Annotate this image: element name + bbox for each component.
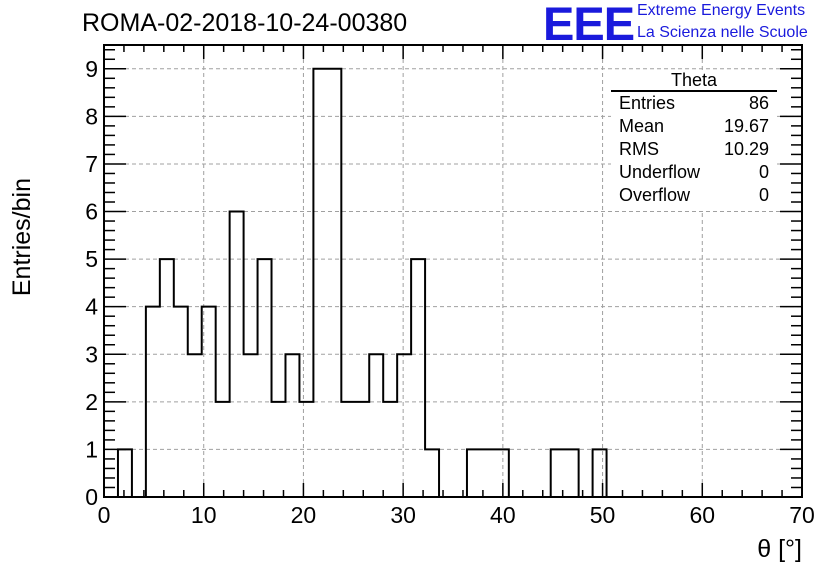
run-title: ROMA-02-2018-10-24-00380	[82, 9, 408, 37]
stats-key: RMS	[619, 139, 659, 159]
stats-value: 86	[748, 93, 769, 113]
x-tick-label: 20	[291, 502, 317, 528]
x-axis-label: θ [°]	[757, 535, 802, 563]
stats-title: Theta	[611, 70, 777, 92]
x-tick-label: 60	[689, 502, 715, 528]
y-axis-label: Entries/bin	[8, 178, 36, 296]
axis-ticks	[103, 45, 803, 498]
y-tick-label: 6	[85, 199, 98, 225]
y-tick-label: 4	[85, 294, 98, 320]
x-tick-label: 30	[390, 502, 416, 528]
y-tick-label: 0	[85, 484, 98, 510]
eee-logo: EEE	[543, 0, 635, 50]
stats-box: Theta Entries 86 Mean 19.67 RMS 10.29 Un…	[611, 70, 777, 210]
y-tick-label: 3	[85, 341, 98, 367]
x-tick-label: 10	[191, 502, 217, 528]
stats-row-overflow: Overflow 0	[611, 184, 777, 207]
y-tick-label: 9	[85, 56, 98, 82]
stats-row-mean: Mean 19.67	[611, 115, 777, 138]
stats-value: 19.67	[723, 116, 769, 136]
stats-key: Overflow	[619, 185, 691, 205]
x-tick-label: 70	[789, 502, 815, 528]
y-tick-label: 2	[85, 389, 98, 415]
histogram-outline	[104, 67, 621, 498]
stats-row-entries: Entries 86	[611, 92, 777, 115]
logo-subtitle-line2: La Scienza nelle Scuole	[637, 24, 808, 41]
stats-row-underflow: Underflow 0	[611, 161, 777, 184]
plot-frame-rect	[103, 44, 803, 498]
logo-subtitle-line1: Extreme Energy Events	[637, 2, 806, 19]
y-tick-label: 7	[85, 151, 98, 177]
stats-key: Mean	[619, 116, 665, 136]
x-tick-label: 50	[590, 502, 616, 528]
x-tick-label: 40	[490, 502, 516, 528]
y-tick-label: 8	[85, 103, 98, 129]
y-tick-label: 5	[85, 246, 98, 272]
stats-key: Underflow	[619, 162, 701, 182]
x-tick-label: 0	[98, 502, 111, 528]
y-tick-label: 1	[85, 436, 98, 462]
stats-row-rms: RMS 10.29	[611, 138, 777, 161]
stats-value: 10.29	[723, 139, 769, 159]
stats-value: 0	[758, 185, 769, 205]
tick-labels: 0 10 20 30 40 50 60 70 0 1 2 3 4 5 6 7 8 9	[85, 56, 815, 528]
plot-frame	[103, 44, 803, 498]
stats-key: Entries	[619, 93, 676, 113]
stats-value: 0	[758, 162, 769, 182]
